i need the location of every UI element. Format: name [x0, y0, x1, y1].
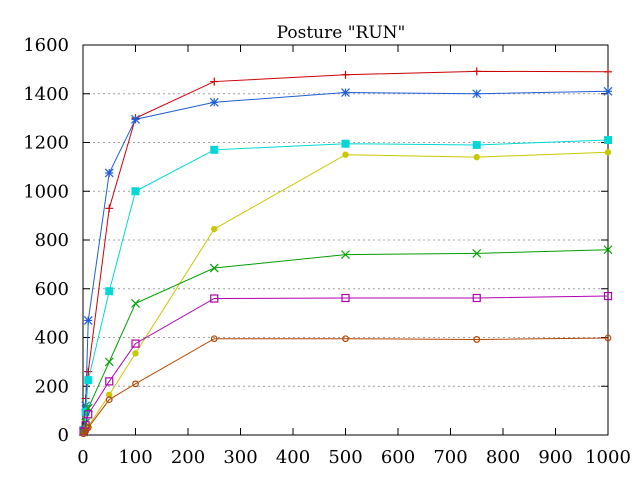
data-point [604, 136, 612, 145]
x-tick-label: 800 [486, 447, 520, 468]
series-line [83, 295, 609, 432]
data-point [132, 380, 139, 388]
y-tick-label: 1200 [23, 133, 69, 154]
x-tick-label: 1000 [585, 447, 631, 468]
x-tick-label: 300 [223, 447, 257, 468]
chart-title: Posture "RUN" [277, 23, 406, 43]
data-point [473, 153, 480, 161]
data-point [104, 357, 114, 367]
data-point [84, 424, 92, 432]
data-point [472, 248, 482, 258]
y-tick-label: 200 [35, 376, 69, 397]
data-point [131, 114, 140, 124]
data-point [341, 70, 350, 79]
data-point [81, 407, 90, 416]
data-point [603, 291, 613, 301]
data-point [472, 293, 481, 303]
data-point [603, 245, 613, 255]
data-point [472, 89, 482, 99]
data-point [604, 334, 612, 342]
data-point [210, 145, 219, 154]
series-2 [79, 86, 613, 436]
x-tick-label: 900 [538, 447, 572, 468]
data-point [131, 298, 140, 308]
data-point [211, 225, 218, 233]
data-point [603, 86, 613, 96]
series-group [79, 67, 613, 438]
data-point [84, 410, 93, 419]
y-tick-label: 600 [35, 279, 69, 300]
y-tick-label: 400 [35, 328, 69, 349]
x-tick-label: 500 [328, 447, 362, 468]
data-point [105, 377, 114, 386]
data-point [210, 335, 218, 343]
data-point [105, 287, 114, 296]
data-point [83, 316, 93, 325]
x-tick-label: 100 [118, 447, 152, 468]
x-tick-label: 600 [381, 447, 415, 468]
data-point [210, 294, 219, 303]
data-point [106, 391, 113, 398]
x-tick-label: 400 [276, 447, 310, 468]
y-tick-label: 1400 [23, 84, 69, 105]
data-point [342, 335, 349, 343]
data-point [341, 139, 350, 148]
series-4 [80, 149, 612, 437]
data-point [131, 187, 140, 196]
tick-marks [82, 44, 609, 436]
data-point [341, 293, 350, 303]
series-3 [79, 136, 612, 435]
data-point [209, 263, 219, 273]
data-point [210, 77, 219, 86]
series-1 [79, 67, 612, 436]
series-line [83, 70, 609, 432]
data-point [342, 151, 349, 158]
data-point [84, 376, 93, 385]
x-tick-label: 0 [77, 447, 88, 468]
data-point [105, 396, 113, 404]
y-tick-label: 1600 [23, 35, 69, 56]
series-7 [80, 334, 612, 438]
data-point [209, 97, 219, 107]
data-point [131, 339, 140, 348]
data-point [84, 367, 93, 376]
y-tick-label: 0 [58, 425, 69, 446]
data-point [79, 427, 88, 436]
data-point [472, 67, 481, 76]
x-tick-label: 700 [433, 447, 467, 468]
data-point [105, 204, 114, 213]
data-point [472, 140, 481, 149]
data-point [341, 250, 350, 260]
tick-labels: 0 200 400 600 800 1000 1200 1400 1600 0 100 200 300 4… [23, 35, 631, 468]
data-point [104, 168, 114, 178]
data-point [604, 67, 612, 76]
data-point [473, 336, 481, 343]
series-line [83, 151, 609, 435]
data-point [132, 350, 139, 357]
x-tick-label: 200 [171, 447, 205, 468]
y-tick-label: 800 [35, 230, 69, 251]
grid-lines [83, 93, 608, 387]
y-tick-label: 1000 [23, 181, 69, 202]
series-6 [79, 291, 613, 436]
data-point [341, 88, 350, 97]
data-point [604, 149, 612, 156]
